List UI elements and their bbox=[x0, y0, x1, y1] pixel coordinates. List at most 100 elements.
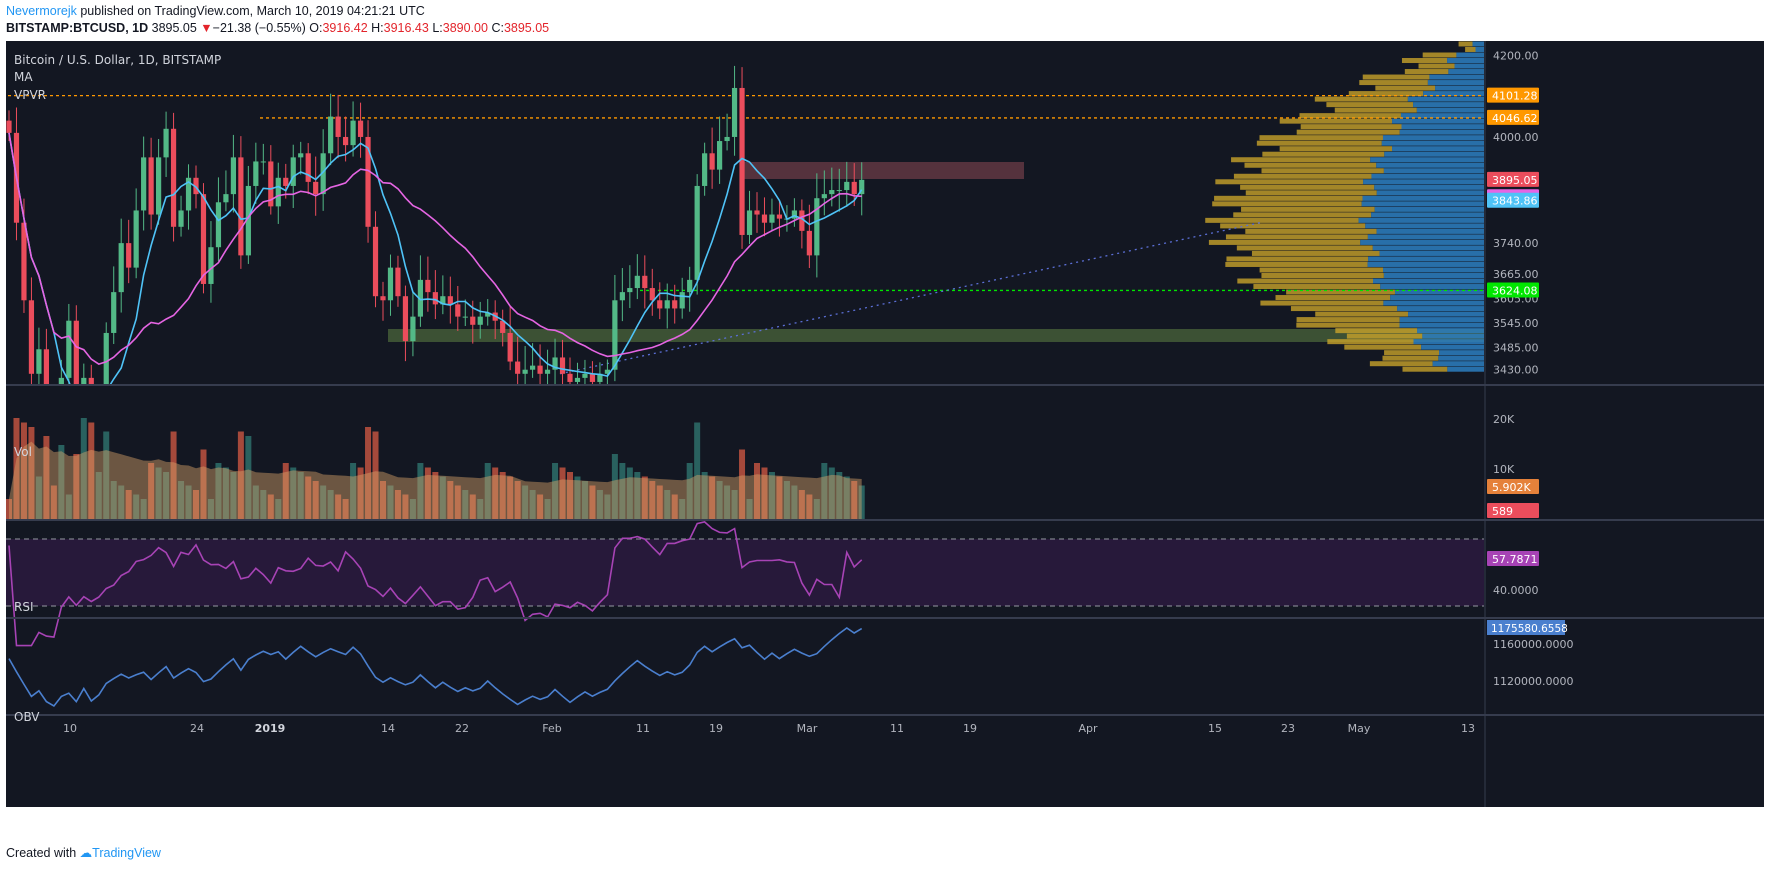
volume-bar bbox=[731, 490, 738, 519]
candle-body bbox=[36, 349, 42, 374]
vpvr-buy-bar bbox=[1381, 140, 1484, 146]
vpvr-buy-bar bbox=[1427, 80, 1484, 86]
volume-bar bbox=[305, 476, 312, 519]
volume-bar bbox=[836, 472, 843, 519]
vpvr-buy-bar bbox=[1390, 295, 1484, 301]
vpvr-buy-bar bbox=[1362, 195, 1484, 201]
vpvr-sell-bar bbox=[1225, 261, 1368, 267]
volume-bar bbox=[417, 463, 424, 519]
vpvr-buy-bar bbox=[1363, 179, 1484, 185]
vpvr-sell-bar bbox=[1404, 69, 1449, 75]
time-tick-label: 24 bbox=[190, 722, 204, 735]
time-tick-label: 22 bbox=[455, 722, 469, 735]
legend-ma[interactable]: MA bbox=[14, 70, 33, 84]
vpvr-sell-bar bbox=[1245, 228, 1377, 234]
legend-title[interactable]: Bitcoin / U.S. Dollar, 1D, BITSTAMP bbox=[14, 53, 221, 67]
volume-bar bbox=[65, 494, 72, 519]
volume-bar bbox=[380, 481, 386, 519]
vpvr-buy-bar bbox=[1392, 146, 1484, 152]
candle-body bbox=[305, 153, 311, 182]
vpvr-buy-bar bbox=[1417, 328, 1484, 334]
candle-body bbox=[238, 157, 244, 256]
volume-bar bbox=[798, 490, 805, 519]
volume-pane-title[interactable]: Vol bbox=[14, 445, 32, 459]
vpvr-sell-bar bbox=[1327, 339, 1414, 345]
candle-body bbox=[275, 177, 281, 207]
volume-bar bbox=[50, 485, 57, 519]
author-link[interactable]: Nevermorejk bbox=[6, 4, 77, 18]
candle-body bbox=[814, 198, 820, 256]
volume-bar bbox=[88, 422, 95, 519]
candle-body bbox=[694, 185, 700, 280]
candle-body bbox=[836, 190, 842, 192]
vpvr-sell-bar bbox=[1214, 195, 1363, 201]
volume-bar bbox=[813, 499, 820, 519]
legend-vpvr[interactable]: VPVR bbox=[14, 88, 46, 102]
time-tick-label: 11 bbox=[890, 722, 904, 735]
close-label: C: bbox=[491, 21, 504, 35]
volume-bar bbox=[492, 467, 499, 519]
vpvr-sell-bar bbox=[1231, 157, 1371, 163]
candle-body bbox=[6, 120, 12, 133]
volume-bar bbox=[783, 481, 790, 519]
volume-bar bbox=[312, 481, 319, 519]
vpvr-buy-bar bbox=[1371, 173, 1484, 179]
candle-body bbox=[111, 292, 117, 333]
volume-bar bbox=[245, 436, 252, 519]
candle-body bbox=[761, 214, 768, 223]
volume-bar bbox=[178, 481, 185, 519]
vpvr-sell-bar bbox=[1279, 118, 1393, 124]
price-tag-bg bbox=[1487, 171, 1539, 187]
candle-body bbox=[574, 377, 581, 382]
vpvr-buy-bar bbox=[1438, 355, 1484, 361]
vpvr-buy-bar bbox=[1448, 69, 1484, 75]
volume-bar bbox=[507, 476, 514, 519]
volume-bar bbox=[95, 472, 102, 519]
volume-bar bbox=[477, 499, 484, 519]
time-tick-label: 23 bbox=[1281, 722, 1295, 735]
price-tick-label: 3430.00 bbox=[1493, 364, 1539, 377]
vpvr-buy-bar bbox=[1447, 366, 1484, 372]
vpvr-buy-bar bbox=[1368, 256, 1484, 262]
footer-brand[interactable]: TradingView bbox=[92, 846, 161, 860]
vpvr-sell-bar bbox=[1262, 151, 1385, 157]
vpvr-sell-bar bbox=[1359, 80, 1428, 86]
vpvr-sell-bar bbox=[1296, 129, 1400, 135]
obv-pane-title[interactable]: OBV bbox=[14, 710, 40, 724]
candle-body bbox=[148, 157, 154, 215]
candle-body bbox=[530, 365, 536, 370]
candle-body bbox=[163, 128, 169, 158]
footer: Created with ☁TradingView bbox=[6, 845, 161, 860]
volume-bar bbox=[634, 472, 641, 519]
rsi-tag-bg bbox=[1487, 551, 1539, 566]
price-tick-label: 4200.00 bbox=[1493, 49, 1539, 62]
volume-bar bbox=[686, 463, 693, 519]
price-tag-bg bbox=[1487, 109, 1539, 125]
candle-body bbox=[343, 136, 349, 146]
vpvr-buy-bar bbox=[1422, 333, 1484, 339]
rsi-pane-title[interactable]: RSI bbox=[14, 600, 34, 614]
time-tick-label: 2019 bbox=[255, 722, 286, 735]
volume-bar bbox=[694, 422, 701, 519]
candle-body bbox=[746, 210, 753, 235]
volume-bar bbox=[537, 494, 544, 519]
tradingview-logo-icon[interactable]: ☁ bbox=[79, 846, 93, 860]
candle-body bbox=[395, 267, 401, 297]
volume-bar bbox=[656, 485, 663, 519]
candle-body bbox=[357, 120, 364, 137]
candle-body bbox=[133, 210, 139, 268]
volume-bar bbox=[110, 481, 117, 519]
volume-bar bbox=[35, 476, 42, 519]
volume-bar bbox=[529, 490, 536, 519]
candle-body bbox=[432, 292, 438, 305]
volume-bar bbox=[282, 463, 289, 519]
candle-body bbox=[627, 288, 633, 293]
price-tag-bg bbox=[1487, 87, 1539, 103]
change: −21.38 (−0.55%) bbox=[212, 21, 306, 35]
vpvr-buy-bar bbox=[1439, 350, 1484, 356]
candle-body bbox=[821, 194, 827, 199]
candle-body bbox=[859, 179, 865, 195]
volume-bar bbox=[320, 485, 327, 519]
vpvr-sell-bar bbox=[1402, 366, 1448, 372]
